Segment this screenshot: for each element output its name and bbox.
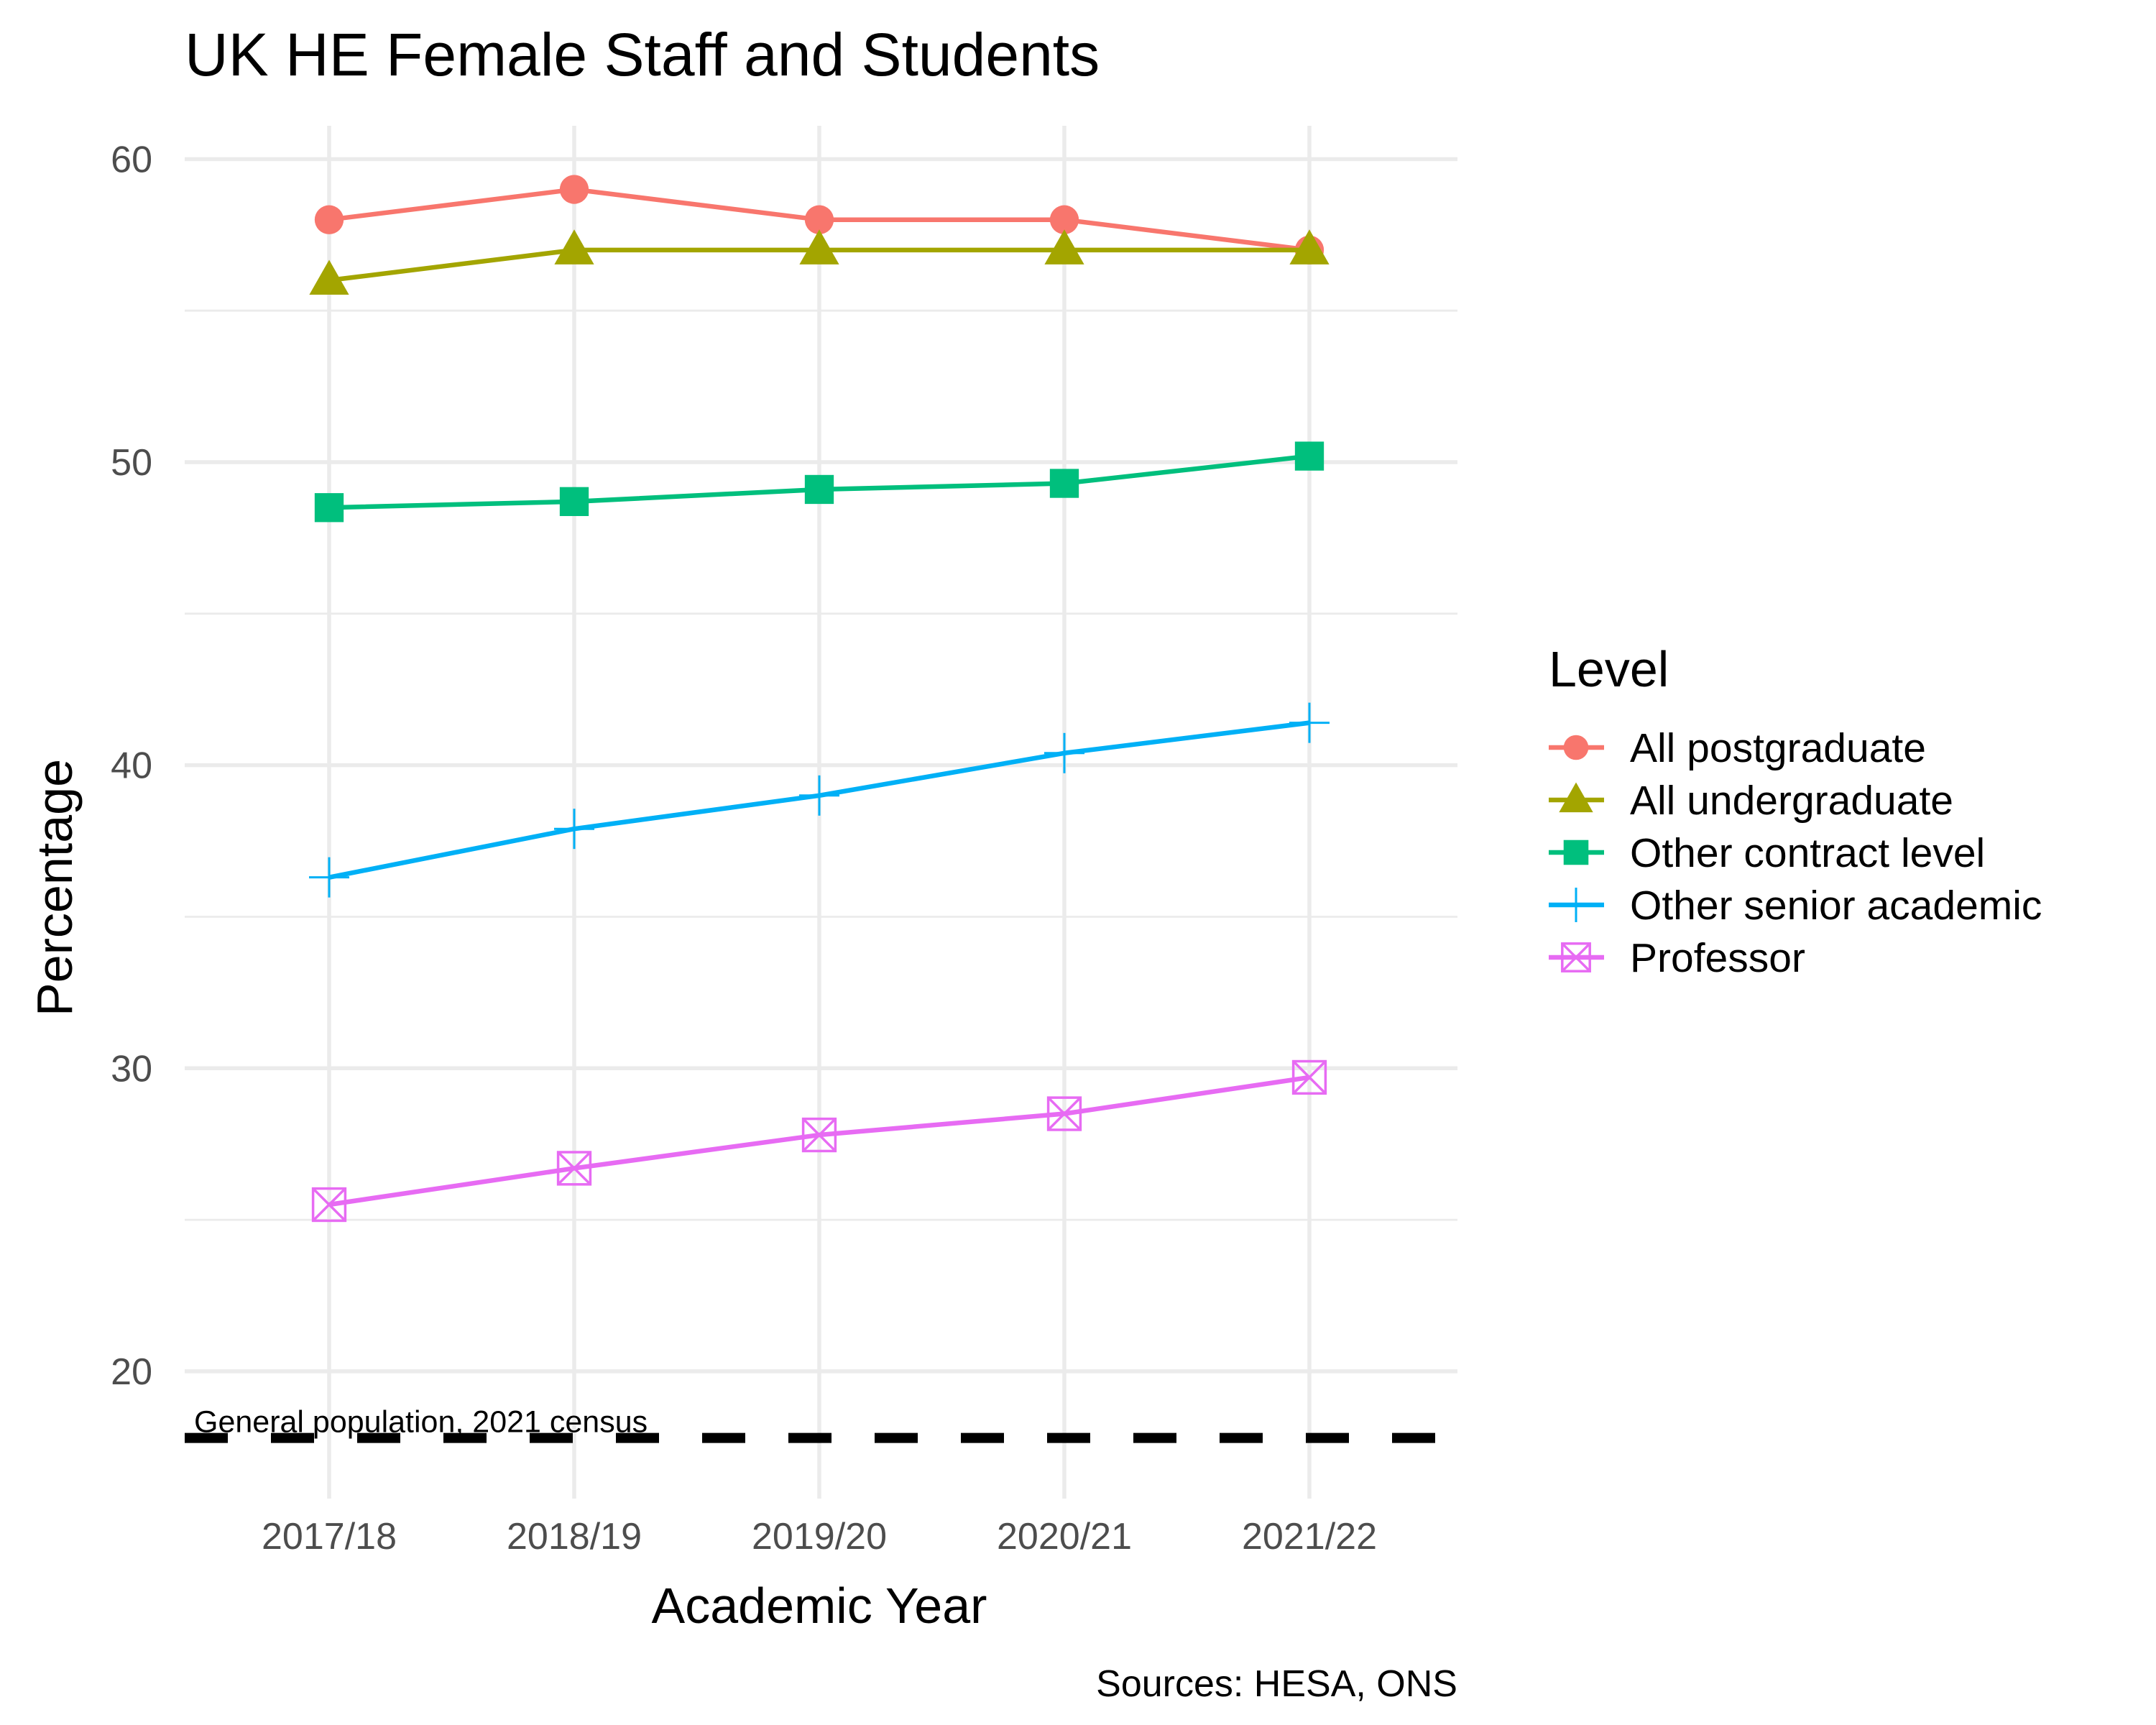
x-axis-title: Academic Year (652, 1578, 987, 1634)
legend-item: Other senior academic (1549, 883, 2042, 929)
sq (556, 1151, 592, 1186)
data-point-plus (554, 809, 594, 850)
data-point-plus (1044, 732, 1084, 773)
chart-title: UK HE Female Staff and Students (185, 21, 1100, 88)
data-point-plus (799, 775, 839, 816)
grid (185, 126, 1457, 1499)
data-point-plus (1289, 702, 1330, 743)
y-tick-label: 60 (111, 139, 152, 180)
legend-label: Other contract level (1630, 830, 1985, 876)
sq (1291, 1059, 1327, 1095)
x-tick-label: 2021/22 (1242, 1516, 1377, 1558)
data-point-circle (804, 205, 834, 234)
x2 (802, 1118, 837, 1152)
sq (801, 1117, 837, 1153)
data-point-circle (314, 205, 344, 234)
series-professor (311, 1059, 1327, 1223)
x2 (1047, 1096, 1082, 1131)
x2 (557, 1151, 591, 1186)
reference-line-group: General population, 2021 census (185, 1405, 1457, 1443)
series-all-undergraduate (309, 229, 1330, 295)
data-point-square-cross (311, 1187, 347, 1223)
data-point-square (559, 487, 589, 516)
y-tick-label: 50 (111, 442, 152, 484)
legend-label: Other senior academic (1630, 883, 2042, 929)
data-point-triangle (1559, 782, 1593, 813)
data-point-triangle (1044, 229, 1084, 264)
data-point-circle (559, 175, 589, 204)
data-point-square (314, 493, 344, 523)
x-tick-label: 2020/21 (997, 1516, 1132, 1558)
data-point-square (1294, 441, 1325, 471)
y-axis-title: Percentage (27, 759, 83, 1016)
data-point-square-cross (1291, 1059, 1327, 1095)
y-tick-label: 40 (111, 745, 152, 787)
sq (1046, 1096, 1082, 1131)
y-tick-label: 30 (111, 1048, 152, 1090)
series-other-contract-level (314, 441, 1325, 523)
data-point-square-cross (1561, 942, 1591, 972)
data-point-square-cross (556, 1151, 592, 1186)
data-point-plus (1559, 888, 1593, 922)
x2 (312, 1187, 346, 1222)
legend-label: All postgraduate (1630, 725, 1926, 771)
axes: 20 30 40 50 60 2017/18 2018/19 2019/20 2020/21 20… (111, 139, 1377, 1558)
data-point-square-cross (801, 1117, 837, 1153)
y-tick-label: 20 (111, 1351, 152, 1393)
data-point-triangle (309, 259, 349, 295)
legend-label: All undergraduate (1630, 778, 1953, 824)
data-point-triangle (1289, 229, 1330, 264)
series-group (309, 175, 1330, 1223)
data-point-triangle (554, 229, 594, 264)
chart-caption: Sources: HESA, ONS (1096, 1663, 1457, 1705)
sq (311, 1187, 347, 1223)
legend-item: Professor (1549, 935, 1805, 981)
x2 (1292, 1060, 1327, 1095)
data-point-plus (309, 857, 349, 898)
data-point-square (804, 474, 834, 505)
legend-title: Level (1549, 641, 1669, 697)
sq (1561, 942, 1591, 972)
legend-item: All undergraduate (1549, 778, 1953, 824)
x-tick-label: 2019/20 (752, 1516, 887, 1558)
data-point-square (1049, 469, 1079, 498)
reference-line-label: General population, 2021 census (194, 1405, 648, 1440)
data-point-triangle (799, 229, 839, 264)
legend: Level All postgraduate All undergraduate O… (1549, 641, 2042, 981)
x-tick-label: 2017/18 (262, 1516, 397, 1558)
data-point-circle (1049, 205, 1079, 234)
data-point-square-cross (1046, 1096, 1082, 1131)
legend-label: Professor (1630, 935, 1805, 981)
x2 (1561, 942, 1591, 972)
series-other-senior-academic (309, 702, 1330, 898)
data-point-circle (1563, 735, 1589, 760)
data-point-square (1563, 840, 1589, 865)
legend-item: Other contract level (1549, 830, 1985, 876)
legend-item: All postgraduate (1549, 725, 1926, 771)
x-tick-label: 2018/19 (507, 1516, 642, 1558)
